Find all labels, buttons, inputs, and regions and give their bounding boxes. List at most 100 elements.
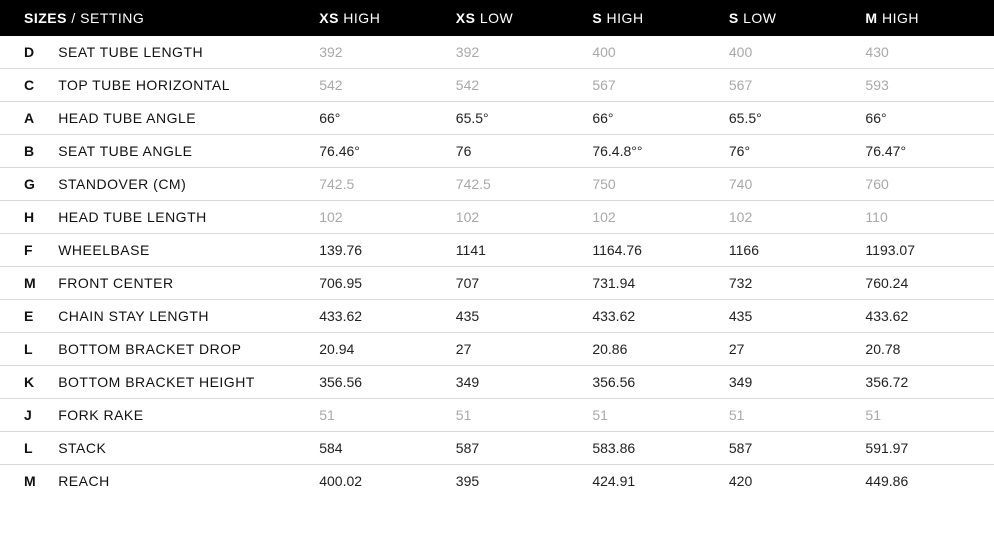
row-label: TOP TUBE HORIZONTAL: [50, 69, 311, 102]
row-value: 587: [448, 432, 585, 465]
row-value: 392: [448, 36, 585, 69]
row-value: 1166: [721, 234, 858, 267]
row-value: 392: [311, 36, 448, 69]
row-value: 433.62: [311, 300, 448, 333]
table-row: KBOTTOM BRACKET HEIGHT356.56349356.56349…: [0, 366, 994, 399]
row-value: 593: [857, 69, 994, 102]
table-header: SIZES / SETTING XS HIGH XS LOW S HIGH S …: [0, 0, 994, 36]
row-value: 1164.76: [584, 234, 721, 267]
table-row: ECHAIN STAY LENGTH433.62435433.62435433.…: [0, 300, 994, 333]
row-value: 51: [857, 399, 994, 432]
row-label: HEAD TUBE LENGTH: [50, 201, 311, 234]
table-body: DSEAT TUBE LENGTH392392400400430CTOP TUB…: [0, 36, 994, 497]
header-col-2: S HIGH: [584, 0, 721, 36]
row-value: 433.62: [857, 300, 994, 333]
row-value: 139.76: [311, 234, 448, 267]
row-value: 20.94: [311, 333, 448, 366]
row-label: REACH: [50, 465, 311, 498]
table-row: FWHEELBASE139.7611411164.7611661193.07: [0, 234, 994, 267]
row-value: 591.97: [857, 432, 994, 465]
row-value: 356.72: [857, 366, 994, 399]
row-value: 742.5: [448, 168, 585, 201]
row-label: SEAT TUBE LENGTH: [50, 36, 311, 69]
row-value: 76.46°: [311, 135, 448, 168]
row-value: 567: [584, 69, 721, 102]
table-row: MFRONT CENTER706.95707731.94732760.24: [0, 267, 994, 300]
row-value: 349: [721, 366, 858, 399]
table-row: LBOTTOM BRACKET DROP20.942720.862720.78: [0, 333, 994, 366]
row-value: 1141: [448, 234, 585, 267]
row-value: 51: [584, 399, 721, 432]
geometry-table-container: SIZES / SETTING XS HIGH XS LOW S HIGH S …: [0, 0, 994, 507]
row-value: 542: [311, 69, 448, 102]
row-value: 356.56: [311, 366, 448, 399]
row-value: 542: [448, 69, 585, 102]
row-label: HEAD TUBE ANGLE: [50, 102, 311, 135]
table-row: LSTACK584587583.86587591.97: [0, 432, 994, 465]
row-value: 66°: [857, 102, 994, 135]
row-code: K: [0, 366, 50, 399]
row-value: 51: [448, 399, 585, 432]
row-value: 430: [857, 36, 994, 69]
row-value: 76: [448, 135, 585, 168]
row-value: 707: [448, 267, 585, 300]
header-setting-label: SETTING: [80, 10, 144, 26]
row-value: 567: [721, 69, 858, 102]
row-value: 400.02: [311, 465, 448, 498]
row-value: 66°: [584, 102, 721, 135]
row-value: 706.95: [311, 267, 448, 300]
row-code: L: [0, 333, 50, 366]
row-code: A: [0, 102, 50, 135]
table-row: DSEAT TUBE LENGTH392392400400430: [0, 36, 994, 69]
row-value: 400: [721, 36, 858, 69]
row-label: SEAT TUBE ANGLE: [50, 135, 311, 168]
row-value: 51: [721, 399, 858, 432]
row-value: 400: [584, 36, 721, 69]
row-value: 449.86: [857, 465, 994, 498]
row-label: STANDOVER (CM): [50, 168, 311, 201]
row-value: 433.62: [584, 300, 721, 333]
table-row: MREACH400.02395424.91420449.86: [0, 465, 994, 498]
header-col-3: S LOW: [721, 0, 858, 36]
row-code: F: [0, 234, 50, 267]
row-value: 110: [857, 201, 994, 234]
row-value: 20.86: [584, 333, 721, 366]
header-col-4: M HIGH: [857, 0, 994, 36]
row-value: 424.91: [584, 465, 721, 498]
row-value: 27: [448, 333, 585, 366]
row-label: FORK RAKE: [50, 399, 311, 432]
header-sep: /: [67, 10, 80, 26]
row-value: 20.78: [857, 333, 994, 366]
row-label: WHEELBASE: [50, 234, 311, 267]
row-value: 584: [311, 432, 448, 465]
row-code: M: [0, 267, 50, 300]
row-value: 395: [448, 465, 585, 498]
row-value: 102: [584, 201, 721, 234]
row-value: 102: [311, 201, 448, 234]
row-value: 740: [721, 168, 858, 201]
table-row: HHEAD TUBE LENGTH102102102102110: [0, 201, 994, 234]
row-value: 27: [721, 333, 858, 366]
row-value: 435: [721, 300, 858, 333]
row-code: E: [0, 300, 50, 333]
table-row: JFORK RAKE5151515151: [0, 399, 994, 432]
row-label: FRONT CENTER: [50, 267, 311, 300]
row-value: 102: [448, 201, 585, 234]
row-value: 583.86: [584, 432, 721, 465]
row-value: 732: [721, 267, 858, 300]
row-value: 760.24: [857, 267, 994, 300]
row-value: 76.4.8°°: [584, 135, 721, 168]
row-value: 760: [857, 168, 994, 201]
row-value: 76°: [721, 135, 858, 168]
row-value: 51: [311, 399, 448, 432]
row-code: J: [0, 399, 50, 432]
row-code: H: [0, 201, 50, 234]
table-row: CTOP TUBE HORIZONTAL542542567567593: [0, 69, 994, 102]
row-value: 102: [721, 201, 858, 234]
row-value: 66°: [311, 102, 448, 135]
header-col-0: XS HIGH: [311, 0, 448, 36]
row-value: 731.94: [584, 267, 721, 300]
header-sizes-setting: SIZES / SETTING: [0, 0, 311, 36]
row-value: 1193.07: [857, 234, 994, 267]
geometry-table: SIZES / SETTING XS HIGH XS LOW S HIGH S …: [0, 0, 994, 497]
